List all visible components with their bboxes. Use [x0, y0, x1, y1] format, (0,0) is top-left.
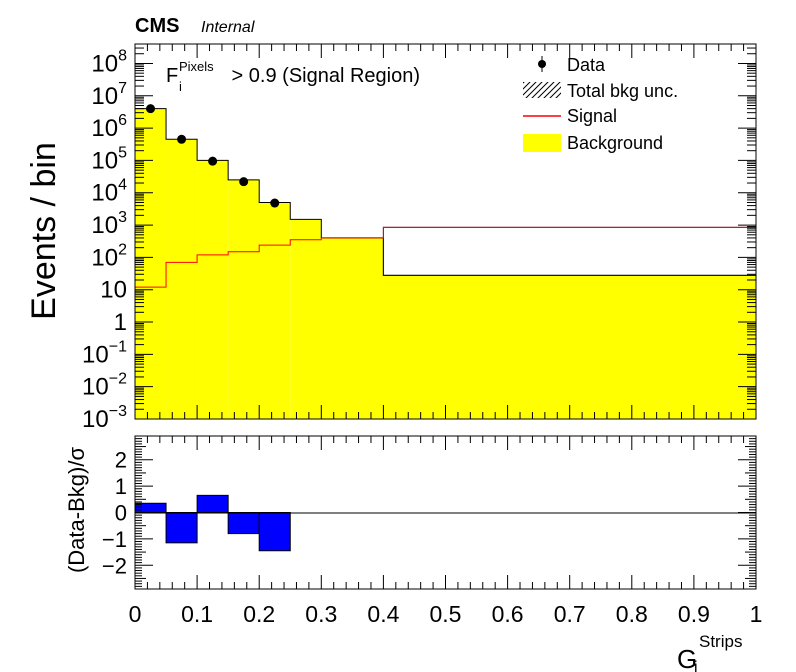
x-tick-label: 0: [129, 601, 142, 627]
legend-unc-swatch: [523, 82, 561, 98]
x-tick-label: 0.5: [430, 601, 462, 627]
legend-unc-label: Total bkg unc.: [567, 81, 678, 101]
x-axis-label-sup: Strips: [699, 632, 742, 651]
main-frame: [134, 43, 757, 420]
y-tick-label: 104: [91, 177, 127, 207]
data-point: [208, 156, 218, 166]
background-bin: [290, 219, 322, 419]
annotation-var-sup: Pixels: [179, 59, 214, 74]
ratio-y-tick-label: 0: [115, 501, 127, 526]
y-tick-label: 10−3: [82, 403, 127, 433]
x-tick-label: 0.2: [243, 601, 275, 627]
y-tick-label: 10−2: [82, 371, 127, 401]
ratio-y-axis-label: (Data-Bkg)/σ: [64, 447, 89, 573]
legend-entry-signal: Signal: [523, 106, 617, 126]
y-tick-label: 102: [91, 241, 127, 271]
legend-entry-data: Data: [538, 55, 606, 75]
y-tick-label: 108: [91, 47, 127, 77]
legend-background-swatch: [523, 134, 561, 152]
ratio-y-tick-label: 1: [115, 474, 127, 499]
background-bin: [197, 160, 229, 419]
pull-bars: [134, 494, 291, 552]
cms-label: CMS: [135, 15, 179, 37]
annotation-var-sub: i: [179, 79, 182, 94]
background-bin: [228, 179, 260, 419]
background-bin: [166, 139, 198, 419]
ratio-y-tick-label: −1: [102, 527, 127, 552]
x-tick-labels: 0 0.1 0.2 0.3 0.4 0.5 0.6 0.7 0.8 0.9 1: [129, 601, 763, 627]
ratio-frame: [134, 435, 757, 590]
y-tick-label: 107: [91, 80, 127, 110]
pull-bar: [258, 512, 291, 552]
y-tick-label: 1: [114, 309, 127, 336]
last-bin-gap: [382, 226, 757, 276]
data-point: [177, 134, 187, 144]
y-tick-label: 103: [91, 209, 127, 239]
data-point: [239, 177, 249, 187]
x-tick-label: 1: [750, 601, 763, 627]
x-tick-label: 0.1: [181, 601, 213, 627]
pull-bar: [165, 512, 198, 544]
legend-background-label: Background: [567, 133, 663, 153]
signal-line: [135, 226, 756, 288]
internal-label: Internal: [201, 19, 255, 36]
background-bin: [259, 202, 291, 419]
annotation-cut: > 0.9 (Signal Region): [226, 65, 420, 87]
y-tick-label: 106: [91, 112, 127, 142]
ratio-y-tick-label: −2: [102, 553, 127, 578]
pull-bar: [196, 494, 229, 514]
main-ticks: [134, 43, 757, 420]
ratio-y-tick-label: 2: [115, 448, 127, 473]
data-point: [270, 198, 280, 208]
background-bin: [383, 275, 756, 419]
legend-signal-label: Signal: [567, 106, 617, 126]
legend-data-label: Data: [567, 55, 606, 75]
x-tick-label: 0.8: [616, 601, 648, 627]
data-point: [146, 104, 156, 114]
signal-histogram: [135, 226, 756, 288]
legend-data-marker: [538, 60, 546, 68]
annotation-var: F: [166, 65, 178, 87]
x-axis-label: G: [677, 644, 697, 672]
x-tick-label: 0.4: [367, 601, 399, 627]
legend: Data Total bkg unc. Signal Background: [523, 55, 678, 153]
main-y-axis-label: Events / bin: [25, 142, 63, 320]
x-tick-label: 0.3: [305, 601, 337, 627]
data-points: [146, 104, 280, 208]
x-tick-label: 0.7: [554, 601, 586, 627]
x-tick-label: 0.6: [492, 601, 524, 627]
legend-entry-unc: Total bkg unc.: [523, 81, 678, 101]
background-histogram: [134, 108, 757, 420]
legend-entry-background: Background: [523, 133, 663, 153]
y-tick-label: 10: [100, 277, 127, 304]
y-tick-label: 10−1: [82, 338, 127, 368]
region-annotation: F i Pixels > 0.9 (Signal Region): [166, 59, 420, 94]
x-tick-label: 0.9: [678, 601, 710, 627]
background-bin: [135, 108, 167, 420]
y-tick-label: 105: [91, 144, 127, 174]
background-bin: [321, 237, 384, 419]
x-axis-label-sub: i: [694, 659, 698, 672]
pull-bar: [227, 512, 260, 535]
